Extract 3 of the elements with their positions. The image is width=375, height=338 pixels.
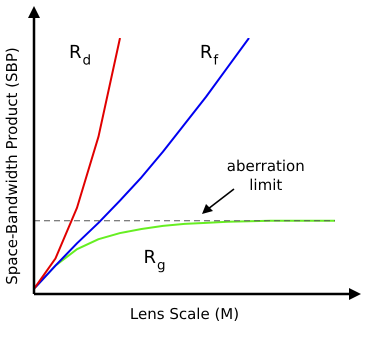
y-axis-title: Space-Bandwidth Product (SBP)	[2, 47, 21, 285]
ref-line-label: aberration limit	[226, 156, 305, 194]
x-axis-title: Lens Scale (M)	[130, 304, 240, 323]
